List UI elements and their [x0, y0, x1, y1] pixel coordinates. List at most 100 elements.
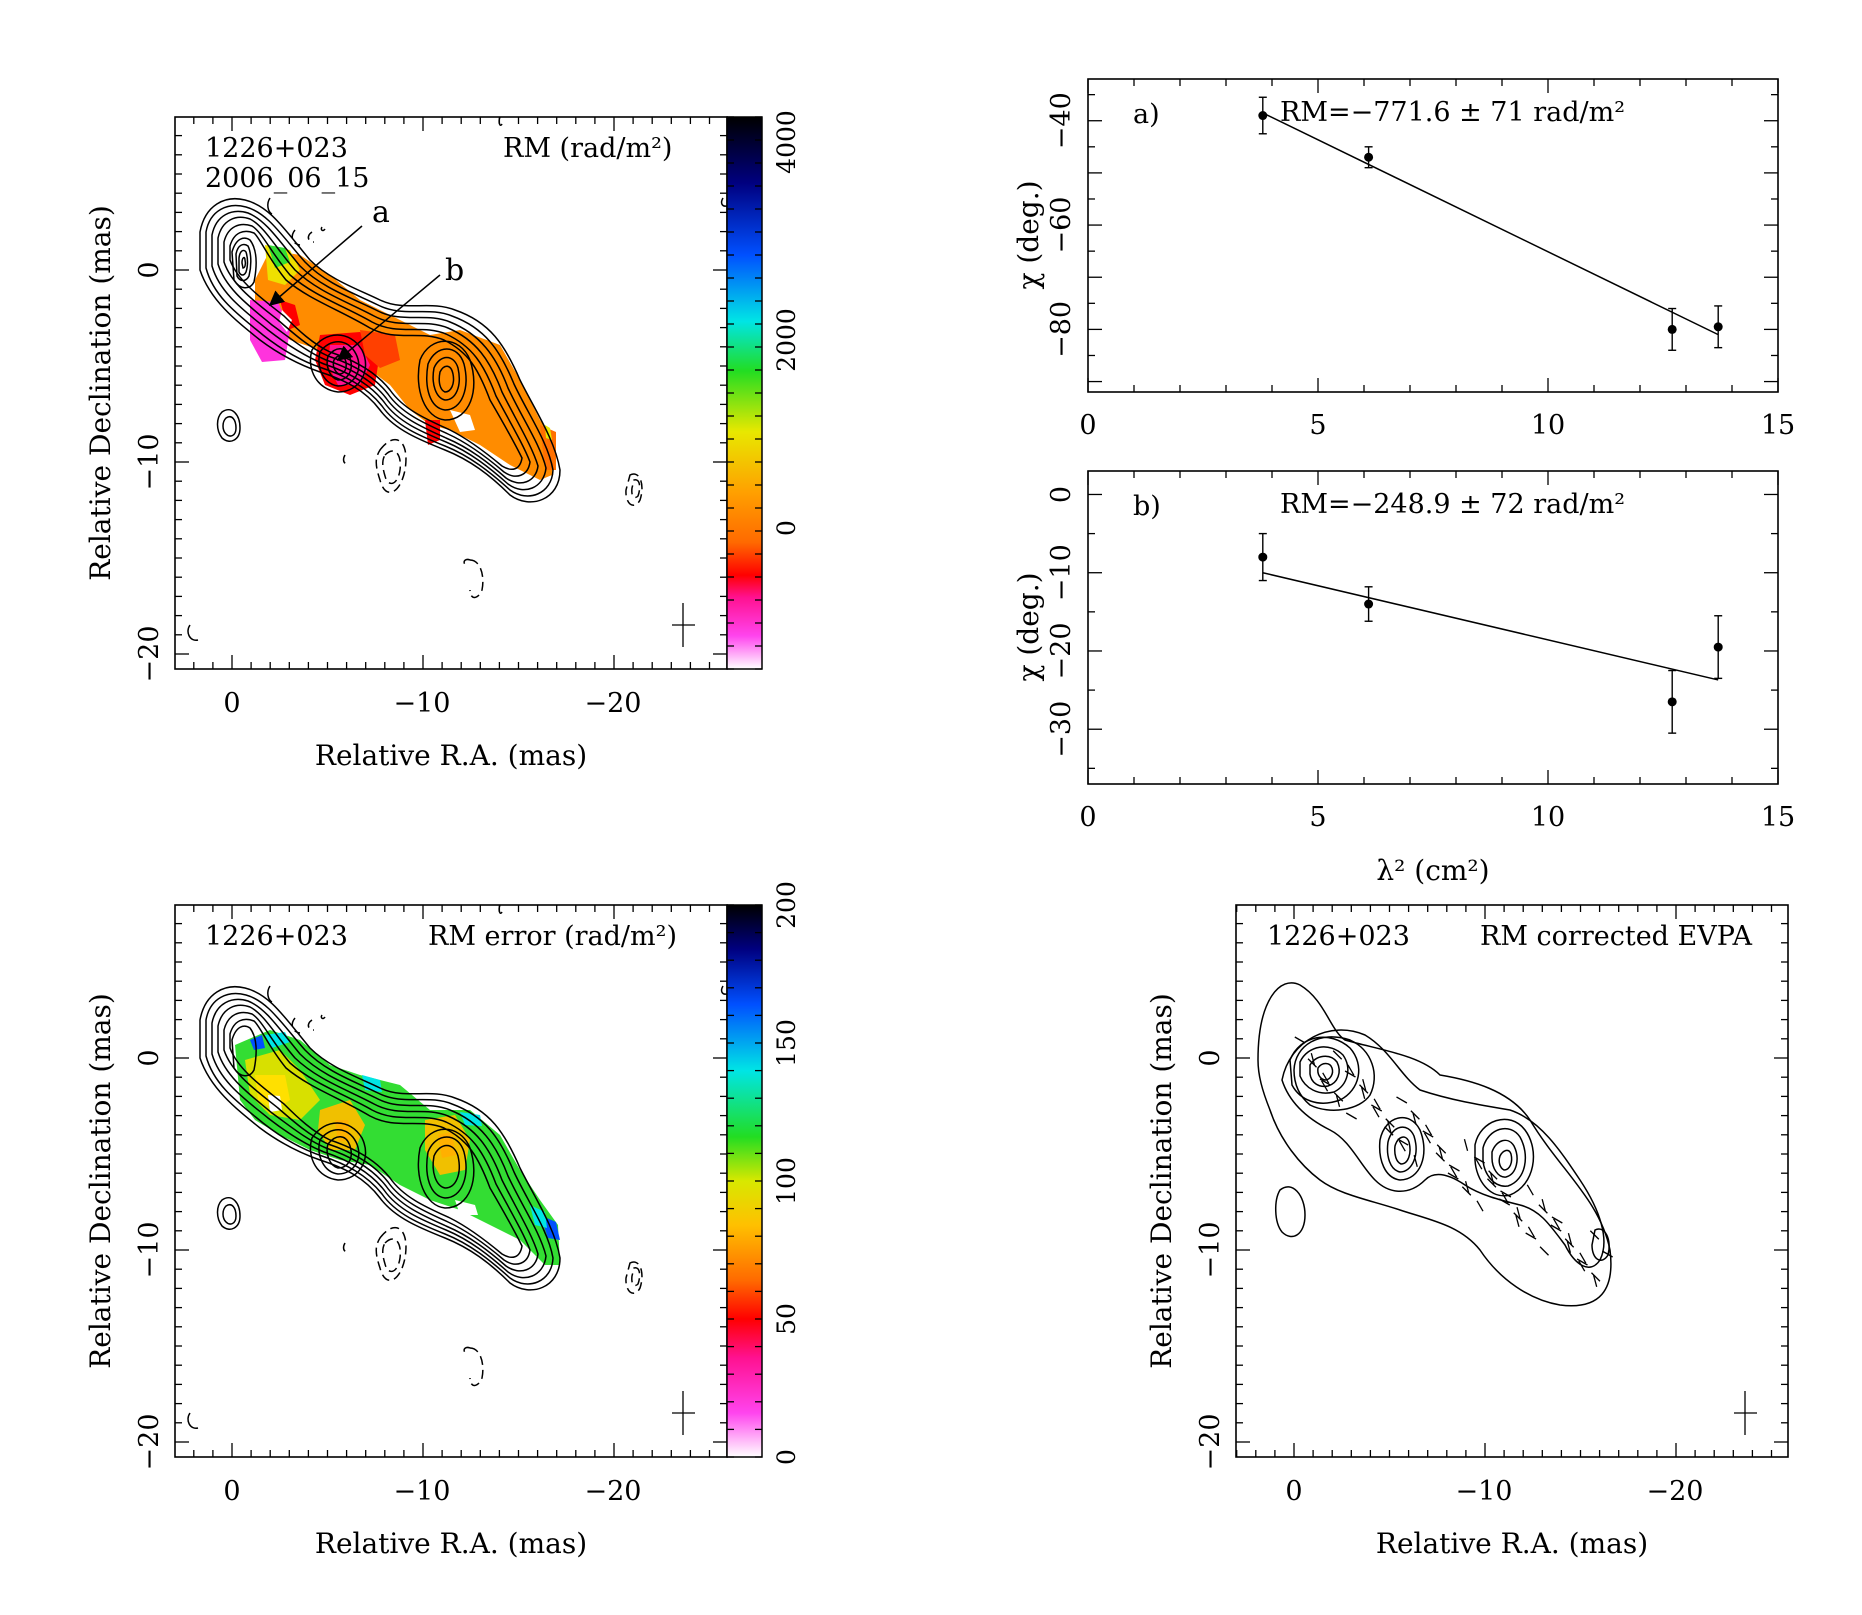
- evpa-vector: [1335, 1095, 1341, 1107]
- rm-ylabel: Relative Declination (mas): [84, 205, 117, 581]
- evpa-vector: [1539, 1246, 1549, 1256]
- rm-error-beam-marker: [672, 1391, 695, 1435]
- rm-ytick-2: −20: [134, 626, 165, 683]
- evpa-vector: [1525, 1232, 1537, 1240]
- evpa-vector: [1321, 1080, 1329, 1092]
- rm-xlabel: Relative R.A. (mas): [315, 739, 587, 772]
- rm-axis-ticks: [175, 117, 727, 669]
- rm-source-name: 1226+023: [205, 133, 348, 164]
- evpa-ylabel: Relative Declination (mas): [1145, 993, 1178, 1369]
- evpa-source-name: 1226+023: [1267, 921, 1410, 952]
- evpa-vector: [1499, 1198, 1511, 1206]
- data-point: [1258, 552, 1268, 562]
- x-tick-label: 0: [1079, 410, 1096, 441]
- evpa-vector: [1515, 1215, 1520, 1227]
- evpa-vector: [1576, 1258, 1588, 1266]
- evpa-vector: [1513, 1212, 1523, 1222]
- rm-error-ytick-2: −20: [134, 1414, 165, 1471]
- rm-colorbar-ticks: [727, 116, 762, 670]
- evpa-vector: [1310, 1053, 1316, 1065]
- evpa-vector: [1589, 1230, 1600, 1240]
- evpa-beam-marker: [1734, 1391, 1757, 1435]
- evpa-vector: [1527, 1226, 1535, 1238]
- x-tick-label: 15: [1761, 802, 1795, 833]
- evpa-vector: [1359, 1084, 1369, 1094]
- data-point: [1258, 111, 1268, 121]
- evpa-vector: [1362, 1079, 1367, 1091]
- evpa-vector: [1500, 1190, 1512, 1198]
- y-tick-label: 0: [1046, 486, 1077, 503]
- evpa-axis-ticks: [1236, 905, 1788, 1457]
- evpa-vector: [1550, 1224, 1562, 1232]
- data-point: [1667, 324, 1677, 334]
- evpa-vector: [1373, 1098, 1381, 1110]
- x-tick-label: 0: [1079, 802, 1096, 833]
- data-point: [1713, 322, 1723, 332]
- plot-b-panel-label: b): [1133, 491, 1161, 522]
- evpa-vector: [1387, 1121, 1392, 1133]
- evpa-vector: [1501, 1192, 1509, 1204]
- plot-a-panel-label: a): [1133, 99, 1160, 130]
- evpa-vectors: [1294, 1036, 1613, 1287]
- rm-error-ytick-0: 0: [134, 1049, 165, 1066]
- data-point: [1667, 697, 1677, 707]
- rm-error-cbar-label-150: 150: [772, 1019, 801, 1067]
- evpa-vector: [1438, 1147, 1444, 1159]
- evpa-vector: [1473, 1156, 1485, 1164]
- evpa-vector: [1435, 1152, 1445, 1162]
- evpa-vector: [1448, 1164, 1460, 1172]
- data-point: [1713, 642, 1723, 652]
- evpa-vector: [1447, 1172, 1459, 1180]
- evpa-vector: [1345, 1112, 1357, 1120]
- rm-arrow-a: [268, 225, 363, 306]
- evpa-vector: [1488, 1170, 1498, 1180]
- evpa-vector: [1487, 1178, 1497, 1188]
- evpa-vector: [1436, 1144, 1447, 1154]
- x-tick-label: 10: [1531, 802, 1565, 833]
- rm-error-ytick-1: −10: [134, 1222, 165, 1279]
- evpa-vector: [1385, 1118, 1395, 1128]
- rm-error-axis-ticks: [175, 905, 727, 1457]
- evpa-vector: [1591, 1272, 1601, 1282]
- rm-error-xtick-0: 0: [223, 1476, 240, 1507]
- evpa-vector: [1553, 1218, 1561, 1230]
- rm-error-cbar-label-50: 50: [772, 1303, 801, 1335]
- evpa-vector: [1307, 1058, 1317, 1068]
- rm-error-xtick-1: −10: [394, 1476, 451, 1507]
- rm-error-ylabel: Relative Declination (mas): [84, 993, 117, 1369]
- plot-b-data: [1258, 532, 1723, 734]
- evpa-vector: [1538, 1204, 1548, 1214]
- evpa-vector: [1516, 1207, 1521, 1219]
- evpa-vector: [1423, 1132, 1431, 1144]
- evpa-vector: [1344, 1070, 1356, 1078]
- evpa-vector: [1526, 1184, 1534, 1196]
- evpa-xtick-1: −10: [1456, 1476, 1513, 1507]
- y-tick-label: −10: [1046, 544, 1077, 601]
- evpa-vector: [1332, 1050, 1343, 1060]
- rm-error-cbar-label-200: 200: [772, 881, 801, 929]
- evpa-vector: [1541, 1199, 1546, 1211]
- evpa-vector: [1398, 1140, 1406, 1152]
- rm-map-label: RM (rad/m²): [503, 133, 672, 164]
- evpa-vector: [1475, 1158, 1483, 1170]
- y-tick-label: −20: [1046, 622, 1077, 679]
- rm-cbar-label-4000: 4000: [772, 110, 801, 174]
- rm-map-panel: a b 1226+023 2006_06_15 RM (rad/m²) 0 −1…: [84, 110, 801, 772]
- rm-xtick-2: −20: [585, 688, 642, 719]
- rm-error-cbar-label-100: 100: [772, 1157, 801, 1205]
- evpa-vector: [1425, 1124, 1433, 1136]
- rm-cbar-label-0: 0: [772, 520, 801, 536]
- rm-fit-plot-b: b) RM=−248.9 ± 72 rad/m² χ (deg.) λ² (cm…: [1012, 470, 1795, 887]
- rm-error-map-panel: 1226+023 RM error (rad/m²) 0 −10 −20 Rel…: [84, 881, 801, 1560]
- evpa-ytick-1: −10: [1195, 1222, 1226, 1279]
- evpa-vector: [1579, 1252, 1587, 1264]
- fit-line: [1262, 112, 1719, 336]
- evpa-vector: [1551, 1216, 1563, 1224]
- rm-annotation-a: a: [372, 195, 390, 230]
- x-tick-label: 5: [1309, 802, 1326, 833]
- y-tick-label: −80: [1046, 301, 1077, 358]
- plot-b-xlabel: λ² (cm²): [1376, 854, 1489, 887]
- evpa-vector: [1322, 1072, 1330, 1084]
- evpa-vector: [1319, 1078, 1331, 1086]
